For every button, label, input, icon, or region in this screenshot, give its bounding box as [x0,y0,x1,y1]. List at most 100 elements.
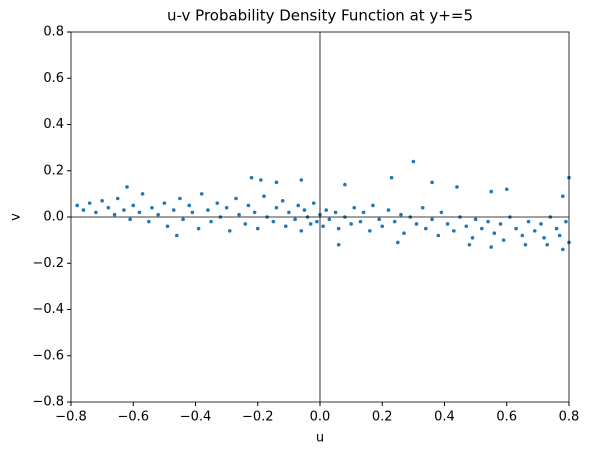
x-tick-label: −0.6 [117,410,149,425]
x-tick-label: −0.2 [242,410,274,425]
point [75,203,80,208]
point [321,224,325,229]
point [259,178,263,182]
point [424,226,428,231]
point [209,219,213,224]
point [377,217,381,222]
point [473,217,478,222]
point [327,217,332,222]
point [171,208,176,212]
point [147,219,151,224]
point [464,224,469,229]
point [343,182,347,187]
point [532,229,537,233]
point [560,194,565,198]
y-tick-label: −0.6 [32,348,64,363]
point [452,229,456,233]
point [501,238,506,242]
point [414,222,419,226]
y-tick-label: 0.6 [43,71,64,86]
point [87,201,92,205]
point [380,224,385,229]
point [175,233,179,238]
point [436,233,441,238]
point [206,208,210,212]
point [178,196,182,201]
point [100,199,104,203]
point [162,201,167,205]
point [361,210,366,215]
point [94,210,98,215]
point [489,245,493,249]
point [486,219,490,224]
point [283,224,288,229]
point [557,233,562,238]
point [371,203,375,208]
point [333,210,338,215]
point [411,159,416,164]
point [252,210,257,215]
point [140,192,145,196]
point [224,205,229,210]
point [249,175,254,180]
point [324,208,329,212]
point [396,240,400,245]
point [504,187,509,192]
point [137,210,142,215]
y-tick-label: 0.0 [43,210,64,225]
point [554,226,559,231]
point [498,222,503,226]
point [246,203,251,208]
point [336,242,341,247]
point [315,219,319,224]
point [445,222,450,226]
point [523,242,528,247]
point [430,180,434,185]
point [165,224,170,229]
point [402,231,406,235]
point [352,205,357,210]
point [296,203,301,208]
point [293,217,297,222]
y-tick-label: 0.4 [43,117,64,132]
point [358,219,363,224]
point [131,203,136,208]
point [542,236,546,240]
x-tick-label: 0.6 [496,410,517,425]
point [255,226,260,231]
point [399,212,403,217]
x-tick-label: 0.4 [434,410,455,425]
point [106,205,111,210]
point [526,219,531,224]
point [187,203,192,208]
point [128,217,132,222]
point [125,185,129,189]
y-tick-label: 0.2 [43,163,64,178]
point [520,233,525,238]
point [234,196,238,201]
point [274,205,279,210]
x-tick-label: −0.4 [180,410,212,425]
point [190,210,195,215]
point [299,178,304,182]
point [181,217,185,222]
point [389,175,394,180]
x-tick-label: 0.0 [310,410,331,425]
point [215,201,220,205]
point [492,231,497,235]
x-tick-label: 0.8 [559,410,580,425]
point [336,226,341,231]
point [150,205,154,210]
point [560,247,565,252]
point [287,210,291,215]
point [489,189,493,194]
x-tick-label: 0.2 [372,410,393,425]
point [368,229,372,233]
point [439,210,444,215]
point [274,180,279,185]
point [470,236,475,240]
point [262,194,266,198]
point [430,217,434,222]
